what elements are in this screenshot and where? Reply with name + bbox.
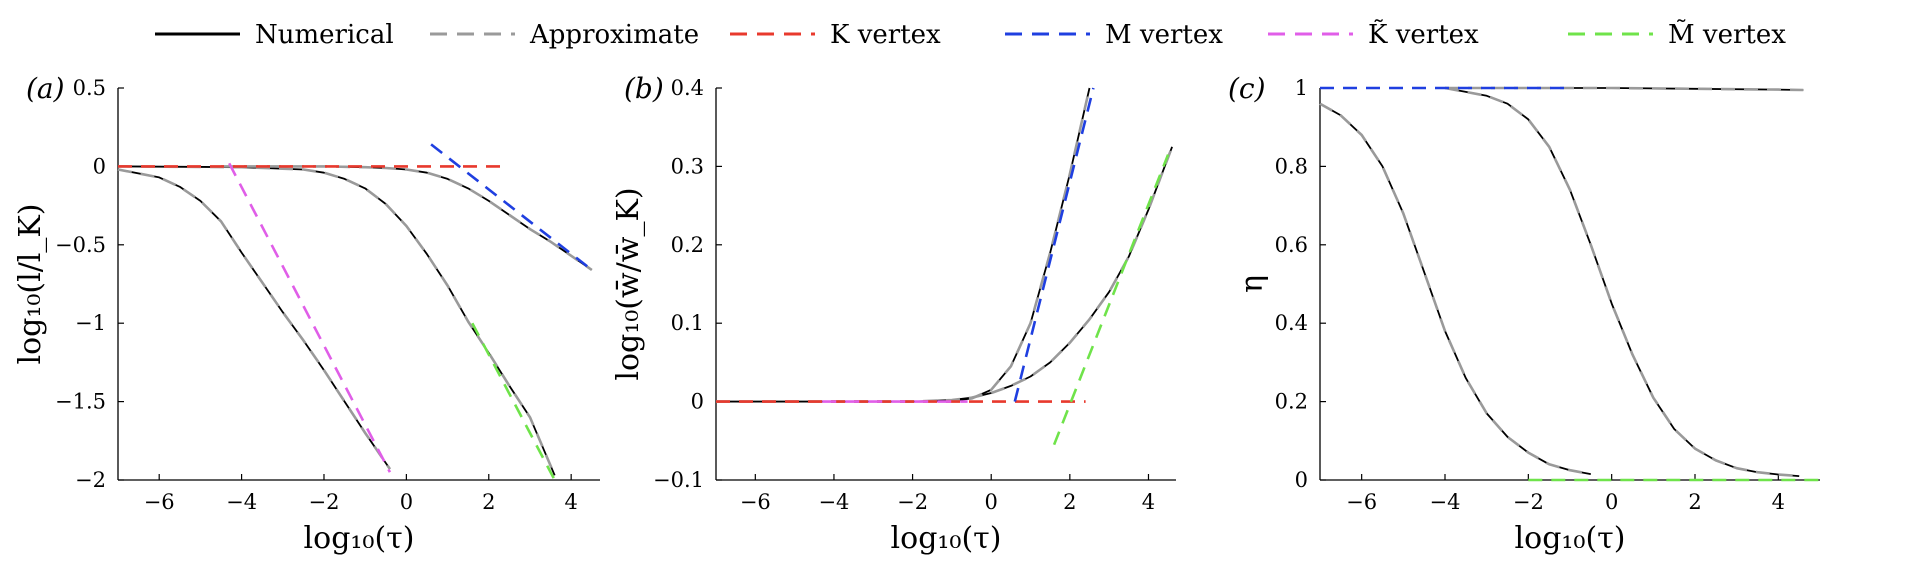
panel-label: (b): [624, 72, 664, 105]
approximate-line: [221, 165, 593, 271]
y-tick-label: 0.4: [671, 76, 704, 100]
y-tick-label: −1.5: [55, 390, 106, 414]
legend: Numerical Approximate K vertex M vertex K̃ v…: [155, 19, 1786, 50]
m-tilde-vertex-line: [471, 322, 556, 481]
legend-label: M̃ vertex: [1668, 19, 1786, 50]
y-tick-label: 0.4: [1275, 311, 1308, 335]
approximate-line: [117, 168, 391, 470]
x-tick-label: 2: [482, 490, 495, 514]
y-tick-label: 0: [1295, 468, 1308, 492]
m-vertex-line: [1013, 87, 1095, 402]
legend-label: K vertex: [830, 20, 941, 50]
x-axis-label: log₁₀(τ): [891, 521, 1002, 556]
x-tick-label: −2: [308, 490, 339, 514]
numerical-line: [1444, 87, 1800, 477]
legend-label: Numerical: [255, 20, 394, 50]
chart-panel-3: −6 −4 −2 0 2 4 0 0.2 0.4 0.6 0.8 1 log₁₀(τ) η (c): [1228, 72, 1820, 556]
k-tilde-vertex-line: [228, 162, 392, 473]
numerical-line: [117, 165, 556, 476]
chart-panel-2: −6 −4 −2 0 2 4 −0.1 0 0.1 0.2 0.3 0.4 log₁₀(τ) log₁₀(…: [611, 72, 1176, 556]
y-tick-label: 0: [93, 154, 106, 178]
y-tick-label: 0.2: [671, 233, 704, 257]
y-tick-label: 0.5: [73, 76, 106, 100]
legend-item-approximate: Approximate: [430, 20, 699, 50]
legend-item-k-tilde-vertex: K̃ vertex: [1268, 19, 1479, 50]
x-tick-label: −6: [740, 490, 771, 514]
x-tick-label: −2: [1513, 490, 1544, 514]
x-tick-label: 4: [564, 490, 577, 514]
y-tick-label: 0: [691, 390, 704, 414]
x-axis-label: log₁₀(τ): [1515, 521, 1626, 556]
x-tick-label: −4: [1430, 490, 1461, 514]
legend-item-k-vertex: K vertex: [730, 20, 941, 50]
legend-label: Approximate: [529, 20, 699, 50]
chart-panel-1: −6 −4 −2 0 2 4 −2 −1.5 −1 −0.5 0 0.5 log₁₀(τ) log₁₀(l…: [13, 72, 600, 556]
panel-label: (c): [1228, 72, 1266, 105]
numerical-line: [1319, 102, 1591, 475]
numerical-line: [716, 146, 1173, 403]
panels: −6 −4 −2 0 2 4 −2 −1.5 −1 −0.5 0 0.5 log₁₀(τ) log₁₀(l…: [13, 72, 1820, 556]
y-tick-label: 0.3: [671, 154, 704, 178]
numerical-line: [117, 168, 391, 470]
x-tick-label: −6: [144, 490, 175, 514]
x-tick-label: 0: [1605, 490, 1618, 514]
x-tick-label: 0: [400, 490, 413, 514]
x-tick-label: −2: [897, 490, 928, 514]
approximate-line: [1319, 102, 1592, 476]
x-axis-label: log₁₀(τ): [304, 521, 415, 556]
y-tick-label: 0.8: [1275, 154, 1308, 178]
numerical-line: [716, 87, 1091, 403]
y-tick-label: −1: [75, 311, 106, 335]
legend-item-numerical: Numerical: [155, 20, 394, 50]
x-tick-label: 4: [1142, 490, 1155, 514]
legend-label: M vertex: [1105, 20, 1223, 50]
m-vertex-line: [430, 143, 593, 271]
approximate-line: [716, 146, 1174, 403]
y-tick-label: 0.2: [1275, 390, 1308, 414]
y-tick-label: −2: [75, 468, 106, 492]
x-tick-label: −4: [226, 490, 257, 514]
approximate-line: [716, 87, 1091, 403]
y-tick-label: 0.1: [671, 311, 704, 335]
y-axis-label: log₁₀(l/l_K): [13, 203, 48, 364]
approximate-line: [117, 165, 556, 476]
x-tick-label: 2: [1688, 490, 1701, 514]
panel-label: (a): [26, 72, 65, 105]
x-tick-label: −4: [818, 490, 849, 514]
legend-item-m-vertex: M vertex: [1005, 20, 1223, 50]
legend-item-m-tilde-vertex: M̃ vertex: [1568, 19, 1786, 50]
y-tick-label: −0.1: [653, 468, 704, 492]
y-axis-label: log₁₀(w̄/w̄_K): [611, 187, 646, 380]
y-tick-label: −0.5: [55, 233, 106, 257]
y-tick-label: 0.6: [1275, 233, 1308, 257]
legend-label: K̃ vertex: [1368, 19, 1479, 50]
y-axis-label: η: [1235, 275, 1270, 293]
x-tick-label: 0: [985, 490, 998, 514]
y-tick-label: 1: [1295, 76, 1308, 100]
x-tick-label: 4: [1772, 490, 1785, 514]
x-tick-label: 2: [1063, 490, 1076, 514]
approximate-line: [1444, 86, 1800, 478]
m-tilde-vertex-line: [1052, 154, 1170, 446]
x-tick-label: −6: [1346, 490, 1377, 514]
